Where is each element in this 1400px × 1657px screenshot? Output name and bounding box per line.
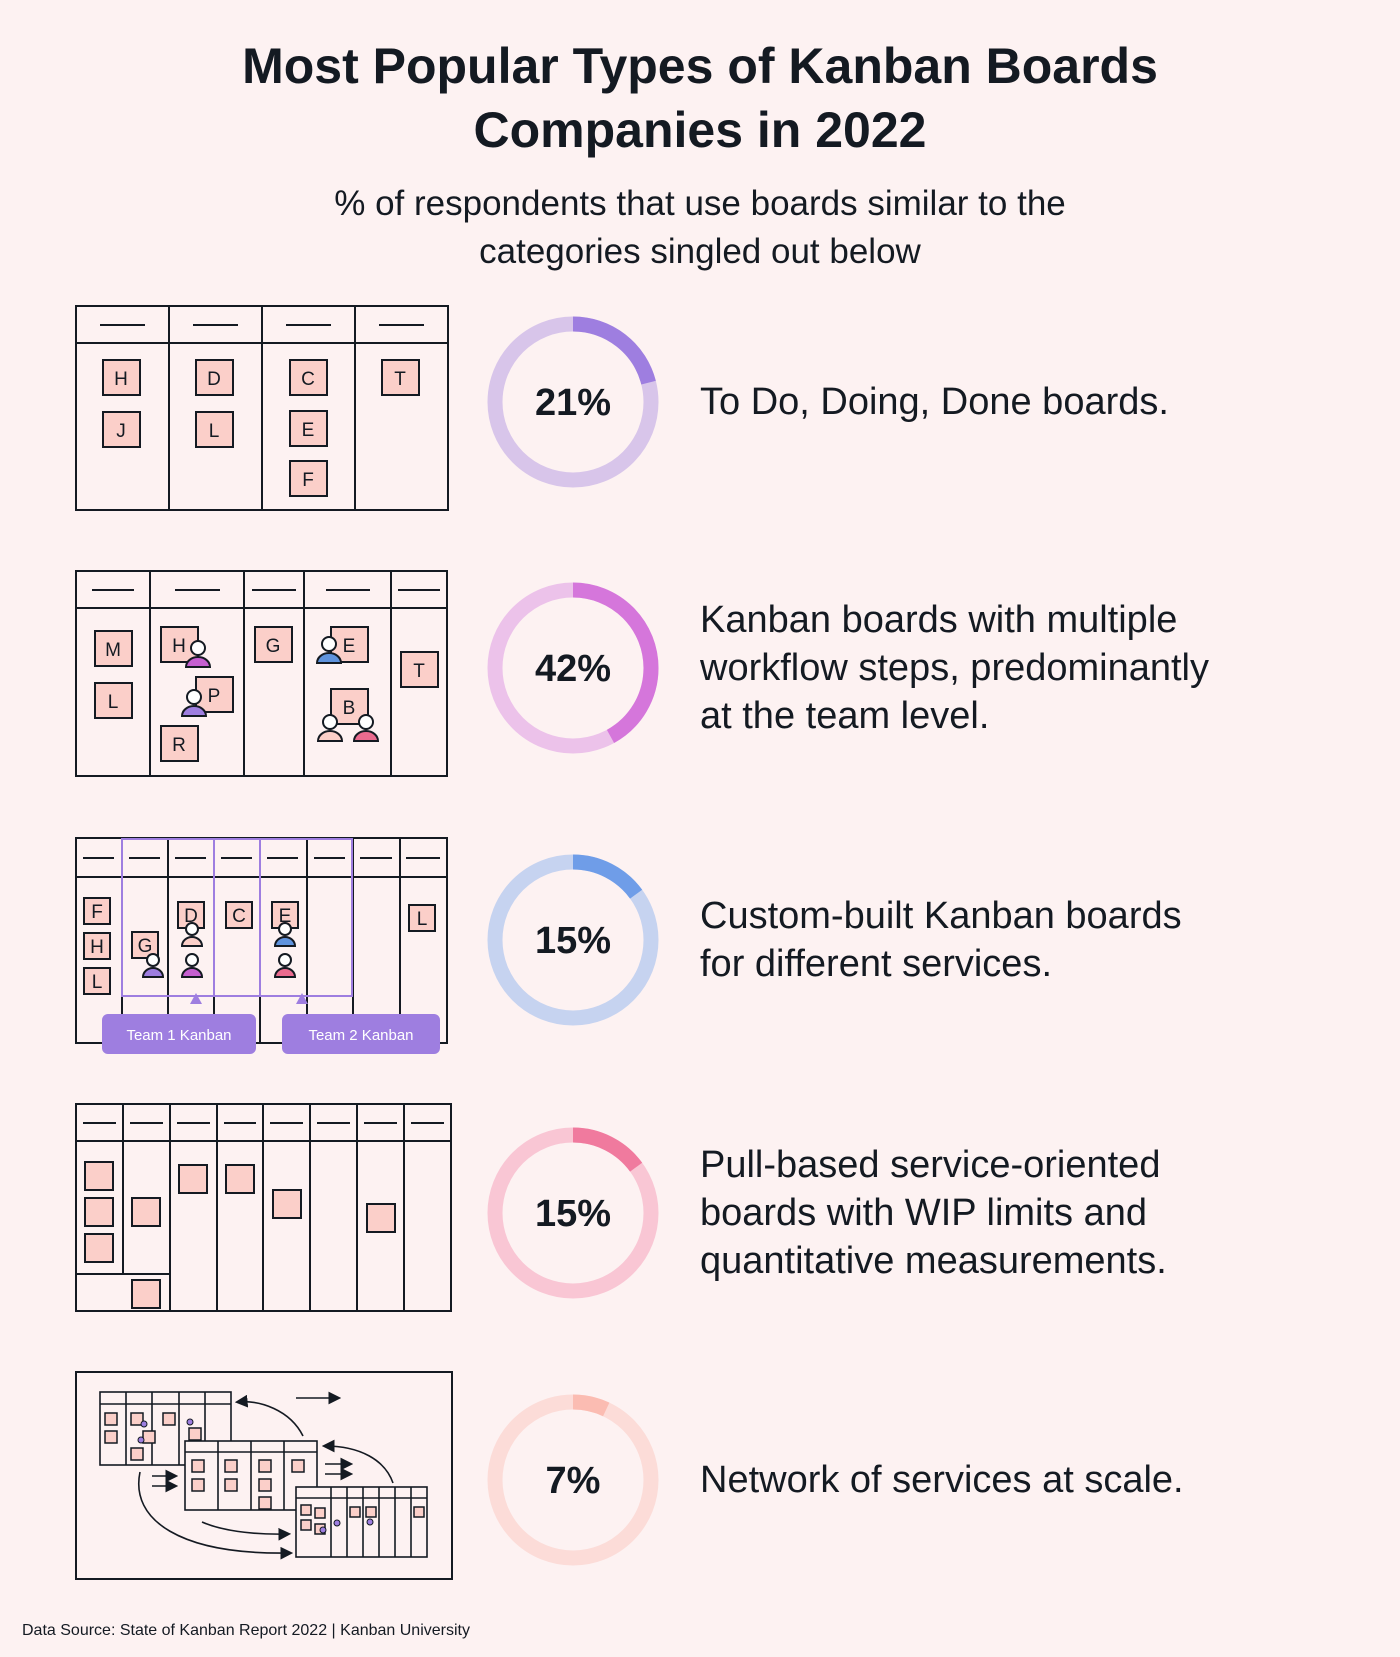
board-illustration-5 bbox=[75, 1371, 453, 1580]
svg-text:B: B bbox=[343, 698, 356, 719]
chart-subtitle: % of respondents that use boards similar… bbox=[150, 180, 1250, 276]
description-line: Custom-built Kanban boards bbox=[700, 895, 1182, 937]
board-illustration-1: H J D L C E F T bbox=[75, 305, 449, 511]
svg-text:J: J bbox=[116, 421, 126, 442]
donut-percent-label: 42% bbox=[535, 648, 611, 690]
category-description-1: To Do, Doing, Done boards. bbox=[700, 378, 1340, 426]
board-illustration-2: M L H P R G E B T bbox=[75, 570, 448, 777]
donut-value-arc bbox=[487, 316, 659, 488]
category-description-5: Network of services at scale. bbox=[700, 1456, 1340, 1504]
donut-5: 7% bbox=[487, 1394, 659, 1566]
svg-text:H: H bbox=[114, 369, 128, 390]
description-line: quantitative measurements. bbox=[700, 1240, 1167, 1282]
svg-text:F: F bbox=[91, 902, 103, 923]
svg-text:G: G bbox=[266, 636, 281, 657]
donut-1: 21% bbox=[487, 316, 659, 488]
team-1-label-bubble bbox=[102, 1014, 256, 1054]
svg-text:D: D bbox=[207, 369, 221, 390]
svg-text:H: H bbox=[172, 636, 186, 657]
description-line: Network of services at scale. bbox=[700, 1459, 1184, 1501]
board-illustration-4 bbox=[75, 1103, 452, 1312]
donut-4: 15% bbox=[487, 1127, 659, 1299]
svg-text:L: L bbox=[108, 692, 119, 713]
svg-text:M: M bbox=[105, 640, 121, 661]
donut-percent-label: 15% bbox=[535, 920, 611, 962]
svg-text:F: F bbox=[302, 470, 314, 491]
donut-percent-label: 21% bbox=[535, 382, 611, 424]
svg-text:D: D bbox=[184, 906, 198, 927]
board-illustration-3: F H L G D C E L Team 1 Kanban Team 2 Kan… bbox=[75, 837, 448, 1054]
subtitle-line-2: categories singled out below bbox=[479, 232, 921, 271]
title-line-1: Most Popular Types of Kanban Boards bbox=[242, 38, 1158, 94]
donut-value-arc bbox=[487, 1127, 659, 1299]
svg-text:T: T bbox=[413, 661, 425, 682]
donut-3: 15% bbox=[487, 854, 659, 1026]
chart-title: Most Popular Types of Kanban Boards Comp… bbox=[100, 34, 1300, 162]
svg-text:T: T bbox=[394, 369, 406, 390]
subtitle-line-1: % of respondents that use boards similar… bbox=[334, 184, 1066, 223]
category-description-4: Pull-based service-oriented boards with W… bbox=[700, 1141, 1340, 1285]
svg-text:H: H bbox=[90, 937, 104, 958]
donut-2: 42% bbox=[487, 582, 659, 754]
svg-text:E: E bbox=[343, 636, 356, 657]
svg-text:C: C bbox=[232, 906, 246, 927]
category-description-2: Kanban boards with multiple workflow step… bbox=[700, 596, 1340, 740]
description-line: workflow steps, predominantly bbox=[700, 647, 1209, 689]
description-line: at the team level. bbox=[700, 695, 990, 737]
svg-text:R: R bbox=[172, 735, 186, 756]
description-line: for different services. bbox=[700, 943, 1053, 985]
description-line: Kanban boards with multiple bbox=[700, 599, 1178, 641]
team-2-label-bubble bbox=[282, 1014, 440, 1054]
donut-percent-label: 7% bbox=[546, 1460, 601, 1502]
svg-text:E: E bbox=[302, 420, 315, 441]
description-line: Pull-based service-oriented bbox=[700, 1144, 1161, 1186]
donut-value-arc bbox=[487, 582, 659, 754]
donut-value-arc bbox=[487, 1394, 659, 1566]
svg-text:L: L bbox=[209, 421, 220, 442]
donut-percent-label: 15% bbox=[535, 1193, 611, 1235]
team-1-label: Team 1 Kanban bbox=[126, 1027, 231, 1044]
svg-text:L: L bbox=[92, 972, 103, 993]
svg-text:L: L bbox=[417, 909, 428, 930]
svg-text:G: G bbox=[138, 936, 153, 957]
title-line-2: Companies in 2022 bbox=[473, 102, 927, 158]
svg-text:E: E bbox=[279, 906, 292, 927]
donut-value-arc bbox=[487, 854, 659, 1026]
category-description-3: Custom-built Kanban boards for different … bbox=[700, 892, 1340, 988]
svg-text:P: P bbox=[208, 686, 221, 707]
description-line: boards with WIP limits and bbox=[700, 1192, 1148, 1234]
description-line: To Do, Doing, Done boards. bbox=[700, 381, 1169, 423]
team-2-label: Team 2 Kanban bbox=[308, 1027, 413, 1044]
data-source-footer: Data Source: State of Kanban Report 2022… bbox=[22, 1622, 470, 1639]
svg-text:C: C bbox=[301, 369, 315, 390]
